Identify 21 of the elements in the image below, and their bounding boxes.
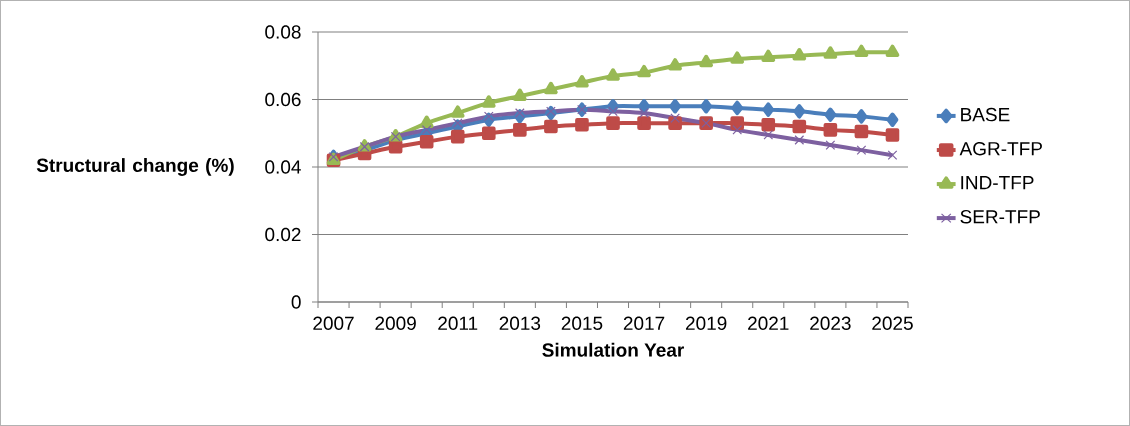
legend-label: BASE <box>961 107 1010 122</box>
x-tick-label: 2011 <box>438 316 478 330</box>
x-tick-label: 2019 <box>685 316 727 330</box>
legend-label: IND-TFP <box>961 176 1034 190</box>
x-tick-label: 2021 <box>748 316 789 330</box>
x-tick-label: 2017 <box>623 316 665 330</box>
x-tick-label: 2025 <box>872 316 913 330</box>
legend-label: AGR-TFP <box>959 141 1042 156</box>
y-tick-label: 0 <box>291 295 301 309</box>
x-tick-label: 2015 <box>561 316 603 330</box>
x-tick-label: 2013 <box>499 316 541 330</box>
y-tick-label: 0.04 <box>265 160 301 174</box>
y-tick-label: 0.08 <box>265 25 301 39</box>
x-axis-title: Simulation Year <box>542 342 684 357</box>
legend-label: SER-TFP <box>960 210 1040 224</box>
x-tick-label: 2007 <box>313 316 354 330</box>
x-tick-label: 2023 <box>810 316 851 330</box>
x-tick-label: 2009 <box>375 316 416 330</box>
y-axis-title: Structural change (%) <box>36 158 234 176</box>
y-tick-label: 0.06 <box>265 92 301 107</box>
y-tick-label: 0.02 <box>265 227 301 242</box>
